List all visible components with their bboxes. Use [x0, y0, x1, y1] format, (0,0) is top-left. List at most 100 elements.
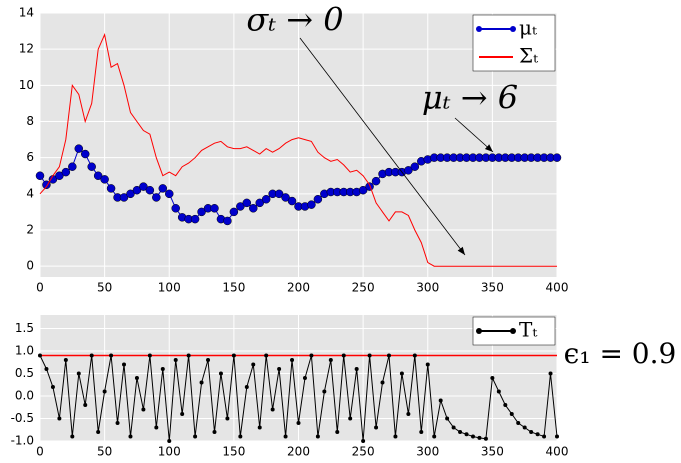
data-point: [296, 421, 301, 425]
data-point: [483, 436, 488, 441]
data-point: [132, 185, 142, 195]
data-point: [451, 425, 456, 430]
y-tick-label: 8: [26, 114, 34, 128]
data-point: [464, 432, 469, 437]
data-point: [44, 367, 49, 371]
data-point: [348, 416, 353, 421]
data-point: [496, 389, 501, 394]
data-point: [307, 200, 316, 209]
data-point: [119, 193, 129, 202]
data-point: [264, 353, 269, 358]
data-point: [274, 189, 284, 199]
data-point: [406, 412, 411, 416]
legend-marker: [510, 26, 516, 32]
y-tick-label: 2: [26, 222, 34, 236]
y-tick-label: 12: [19, 42, 34, 56]
data-point: [122, 362, 127, 367]
data-point: [380, 380, 385, 385]
data-point: [477, 435, 482, 440]
x-tick-label: 250: [352, 445, 375, 459]
annotation: μₜ → 6: [422, 79, 518, 117]
data-point: [367, 353, 372, 358]
legend-marker: [510, 328, 516, 334]
data-point: [309, 353, 314, 358]
legend-marker: [476, 26, 482, 32]
data-point: [552, 153, 562, 162]
x-tick-label: 150: [222, 445, 245, 459]
y-tick-label: -0.5: [11, 411, 34, 425]
data-point: [322, 389, 327, 394]
data-point: [100, 175, 109, 184]
data-point: [128, 434, 133, 439]
x-tick-label: 350: [481, 281, 504, 295]
data-point: [542, 434, 547, 439]
data-point: [358, 185, 368, 195]
data-point: [341, 353, 346, 358]
data-point: [503, 403, 508, 407]
data-point: [404, 166, 413, 175]
data-point: [242, 198, 252, 208]
data-point: [68, 162, 77, 171]
x-tick-label: 100: [158, 445, 181, 459]
y-tick-label: 1.0: [15, 344, 34, 358]
data-point: [197, 207, 206, 217]
data-point: [76, 371, 81, 376]
data-point: [80, 149, 90, 159]
data-point: [361, 439, 366, 443]
data-point: [516, 421, 521, 425]
data-point: [57, 416, 62, 421]
data-point: [152, 193, 161, 202]
data-point: [102, 389, 107, 394]
data-point: [231, 353, 236, 358]
data-point: [236, 202, 245, 211]
data-point: [257, 425, 262, 430]
data-point: [50, 385, 55, 389]
data-point: [106, 184, 116, 193]
legend-label: μₜ: [519, 16, 537, 40]
data-point: [470, 434, 475, 439]
data-point: [70, 434, 75, 439]
data-point: [277, 367, 282, 371]
data-point: [281, 193, 290, 202]
y-tick-label: -1.0: [11, 434, 34, 448]
data-point: [180, 412, 185, 416]
x-tick-label: 100: [158, 281, 181, 295]
data-point: [313, 194, 323, 204]
legend-label: Tₜ: [519, 318, 537, 342]
data-point: [438, 398, 443, 403]
data-point: [490, 376, 495, 380]
data-point: [96, 430, 101, 434]
data-point: [141, 407, 146, 412]
data-point: [229, 207, 239, 217]
data-point: [74, 144, 84, 153]
data-point: [218, 371, 223, 376]
legend-label: Σₜ: [519, 44, 538, 68]
x-tick-label: 0: [36, 445, 44, 459]
data-point: [212, 430, 217, 434]
data-point: [115, 421, 120, 425]
data-point: [89, 353, 94, 358]
data-point: [83, 403, 88, 407]
data-point: [255, 198, 264, 208]
data-point: [458, 430, 463, 434]
data-point: [190, 214, 200, 224]
annotation-arrow: [454, 117, 494, 153]
data-point: [87, 162, 96, 171]
data-point: [35, 171, 45, 180]
data-point: [335, 430, 340, 434]
data-point: [374, 425, 379, 430]
data-point: [171, 204, 180, 213]
data-point: [186, 353, 191, 358]
x-tick-label: 300: [416, 445, 439, 459]
x-tick-label: 50: [97, 281, 112, 295]
data-point: [529, 430, 534, 434]
y-tick-label: 14: [19, 6, 34, 20]
data-point: [270, 407, 275, 412]
data-point: [225, 416, 230, 421]
x-tick-label: 200: [287, 281, 310, 295]
data-point: [249, 204, 258, 213]
data-point: [365, 182, 374, 191]
data-point: [167, 439, 172, 443]
data-point: [223, 216, 232, 226]
x-tick-label: 0: [36, 281, 44, 295]
